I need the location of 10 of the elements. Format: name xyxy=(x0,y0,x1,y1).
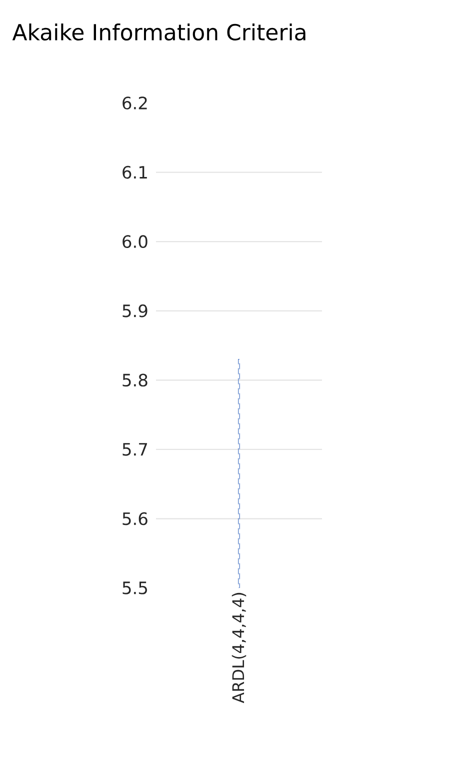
y-tick-label: 6.2 xyxy=(122,96,147,110)
y-tick-label: 5.6 xyxy=(122,512,148,526)
y-tick-label: 6.1 xyxy=(122,166,147,179)
chart-title: Akaike Information Criteria xyxy=(12,23,306,41)
y-tick-label: 6.0 xyxy=(122,235,148,248)
x-tick-label: ARDL(4,4,4,4) xyxy=(232,592,246,704)
y-tick-label: 5.8 xyxy=(122,374,148,387)
y-tick-label: 5.9 xyxy=(122,304,148,318)
y-tick-label: 5.5 xyxy=(122,582,147,594)
y-tick-label: 5.7 xyxy=(122,443,148,456)
